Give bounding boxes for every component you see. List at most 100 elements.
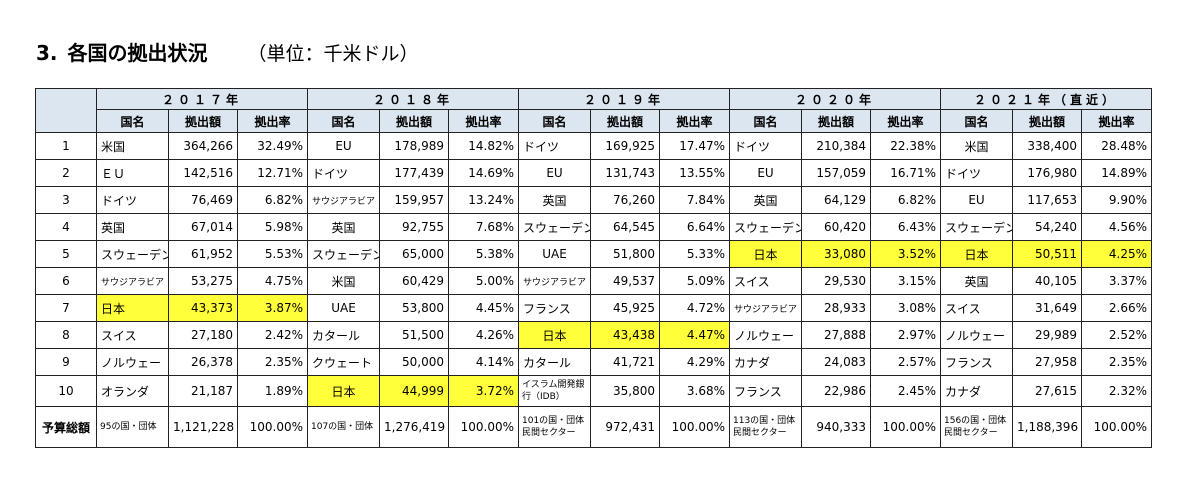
country-name-cell: スウェーデン bbox=[940, 213, 1013, 241]
rate-cell: 32.49% bbox=[237, 132, 308, 160]
country-name-cell: クウェート bbox=[307, 348, 380, 376]
country-name-cell: フランス bbox=[518, 294, 591, 322]
country-name-cell: スウェーデン bbox=[96, 240, 169, 268]
country-name-cell: 日本 bbox=[729, 240, 802, 268]
table-row: 4 英国 67,014 5.98% 英国 92,755 7.68% スウェーデン 64,545 6… bbox=[35, 213, 1153, 241]
rate-cell: 22.38% bbox=[870, 132, 941, 160]
year-header-2020: ２０２０年 bbox=[729, 88, 941, 110]
year-header-2017: ２０１７年 bbox=[96, 88, 308, 110]
rate-cell: 2.32% bbox=[1080, 375, 1153, 407]
amount-cell: 76,260 bbox=[590, 186, 660, 214]
rank-header-cell bbox=[35, 88, 97, 133]
country-name-cell: カタール bbox=[518, 348, 591, 376]
column-header-rate: 拠出率 bbox=[870, 109, 941, 133]
rate-cell: 9.90% bbox=[1080, 186, 1153, 214]
country-name-cell: スウェーデン bbox=[307, 240, 380, 268]
amount-cell: 210,384 bbox=[801, 132, 871, 160]
rate-cell: 7.84% bbox=[659, 186, 730, 214]
country-name-cell: 英国 bbox=[729, 186, 802, 214]
rank-cell: 1 bbox=[35, 132, 97, 160]
country-name-cell: カナダ bbox=[729, 348, 802, 376]
amount-cell: 27,180 bbox=[168, 321, 238, 349]
country-name-cell: サウジアラビア bbox=[518, 267, 591, 295]
rate-cell: 5.09% bbox=[659, 267, 730, 295]
amount-cell: 53,800 bbox=[379, 294, 449, 322]
total-rate-cell: 100.00% bbox=[237, 406, 308, 448]
country-name-cell: ノルウェー bbox=[729, 321, 802, 349]
rate-cell: 16.71% bbox=[870, 159, 941, 187]
rate-cell: 2.35% bbox=[237, 348, 308, 376]
column-header-amount: 拠出額 bbox=[1012, 109, 1082, 133]
amount-cell: 65,000 bbox=[379, 240, 449, 268]
amount-cell: 50,000 bbox=[379, 348, 449, 376]
amount-cell: 178,989 bbox=[379, 132, 449, 160]
country-name-cell: オランダ bbox=[96, 375, 169, 407]
unit-label: （単位：千米ドル） bbox=[247, 43, 419, 65]
rate-cell: 5.33% bbox=[659, 240, 730, 268]
rate-cell: 5.53% bbox=[237, 240, 308, 268]
country-name-cell: EU bbox=[729, 159, 802, 187]
total-amount-cell: 940,333 bbox=[801, 406, 871, 448]
amount-cell: 51,800 bbox=[590, 240, 660, 268]
country-name-cell: 米国 bbox=[96, 132, 169, 160]
column-header-amount: 拠出額 bbox=[801, 109, 871, 133]
total-note-cell: 107の国・団体 bbox=[307, 406, 380, 448]
country-name-cell: ドイツ bbox=[307, 159, 380, 187]
column-header-amount: 拠出額 bbox=[590, 109, 660, 133]
country-name-cell: ドイツ bbox=[940, 159, 1013, 187]
amount-cell: 26,378 bbox=[168, 348, 238, 376]
column-header-amount: 拠出額 bbox=[168, 109, 238, 133]
total-label-cell: 予算総額 bbox=[35, 406, 97, 448]
rate-cell: 3.72% bbox=[448, 375, 519, 407]
amount-cell: 49,537 bbox=[590, 267, 660, 295]
rate-cell: 4.25% bbox=[1080, 240, 1153, 268]
rate-cell: 13.55% bbox=[659, 159, 730, 187]
amount-cell: 44,999 bbox=[379, 375, 449, 407]
rate-cell: 5.38% bbox=[448, 240, 519, 268]
amount-cell: 53,275 bbox=[168, 267, 238, 295]
column-header-country: 国名 bbox=[729, 109, 802, 133]
amount-cell: 45,925 bbox=[590, 294, 660, 322]
table-row: 7 日本 43,373 3.87% UAE 53,800 4.45% フランス 45,925 4.… bbox=[35, 294, 1153, 322]
total-rate-cell: 100.00% bbox=[870, 406, 941, 448]
country-name-cell: イスラム開発銀行（IDB） bbox=[518, 375, 591, 407]
amount-cell: 60,420 bbox=[801, 213, 871, 241]
amount-cell: 76,469 bbox=[168, 186, 238, 214]
country-name-cell: 英国 bbox=[940, 267, 1013, 295]
rate-cell: 6.43% bbox=[870, 213, 941, 241]
rank-cell: 2 bbox=[35, 159, 97, 187]
total-note-cell: 101の国・団体民間セクター bbox=[518, 406, 591, 448]
rate-cell: 2.35% bbox=[1080, 348, 1153, 376]
rate-cell: 2.97% bbox=[870, 321, 941, 349]
country-name-cell: スイス bbox=[940, 294, 1013, 322]
country-name-cell: サウジアラビア bbox=[729, 294, 802, 322]
country-name-cell: UAE bbox=[307, 294, 380, 322]
column-header-country: 国名 bbox=[940, 109, 1013, 133]
country-name-cell: ノルウェー bbox=[940, 321, 1013, 349]
amount-cell: 28,933 bbox=[801, 294, 871, 322]
rate-cell: 2.57% bbox=[870, 348, 941, 376]
amount-cell: 157,059 bbox=[801, 159, 871, 187]
rank-cell: 10 bbox=[35, 375, 97, 407]
amount-cell: 169,925 bbox=[590, 132, 660, 160]
total-note-cell: 156の国・団体民間セクター bbox=[940, 406, 1013, 448]
country-name-cell: 日本 bbox=[307, 375, 380, 407]
amount-cell: 60,429 bbox=[379, 267, 449, 295]
country-name-cell: EU bbox=[940, 186, 1013, 214]
total-amount-cell: 1,188,396 bbox=[1012, 406, 1082, 448]
amount-cell: 177,439 bbox=[379, 159, 449, 187]
section-number: 3. bbox=[36, 41, 58, 65]
rank-cell: 3 bbox=[35, 186, 97, 214]
amount-cell: 35,800 bbox=[590, 375, 660, 407]
country-name-cell: 英国 bbox=[96, 213, 169, 241]
table-row: 6 サウジアラビア 53,275 4.75% 米国 60,429 5.00% サウジアラビア 4… bbox=[35, 267, 1153, 295]
rate-cell: 13.24% bbox=[448, 186, 519, 214]
rate-cell: 1.89% bbox=[237, 375, 308, 407]
country-name-cell: EU bbox=[518, 159, 591, 187]
contribution-table: ２０１７年 ２０１８年 ２０１９年 ２０２０年 ２０２１年（直近） 国名 拠出額拠… bbox=[35, 88, 1153, 448]
amount-cell: 92,755 bbox=[379, 213, 449, 241]
rate-cell: 3.87% bbox=[237, 294, 308, 322]
amount-cell: 29,989 bbox=[1012, 321, 1082, 349]
country-name-cell: スイス bbox=[729, 267, 802, 295]
rank-cell: 5 bbox=[35, 240, 97, 268]
